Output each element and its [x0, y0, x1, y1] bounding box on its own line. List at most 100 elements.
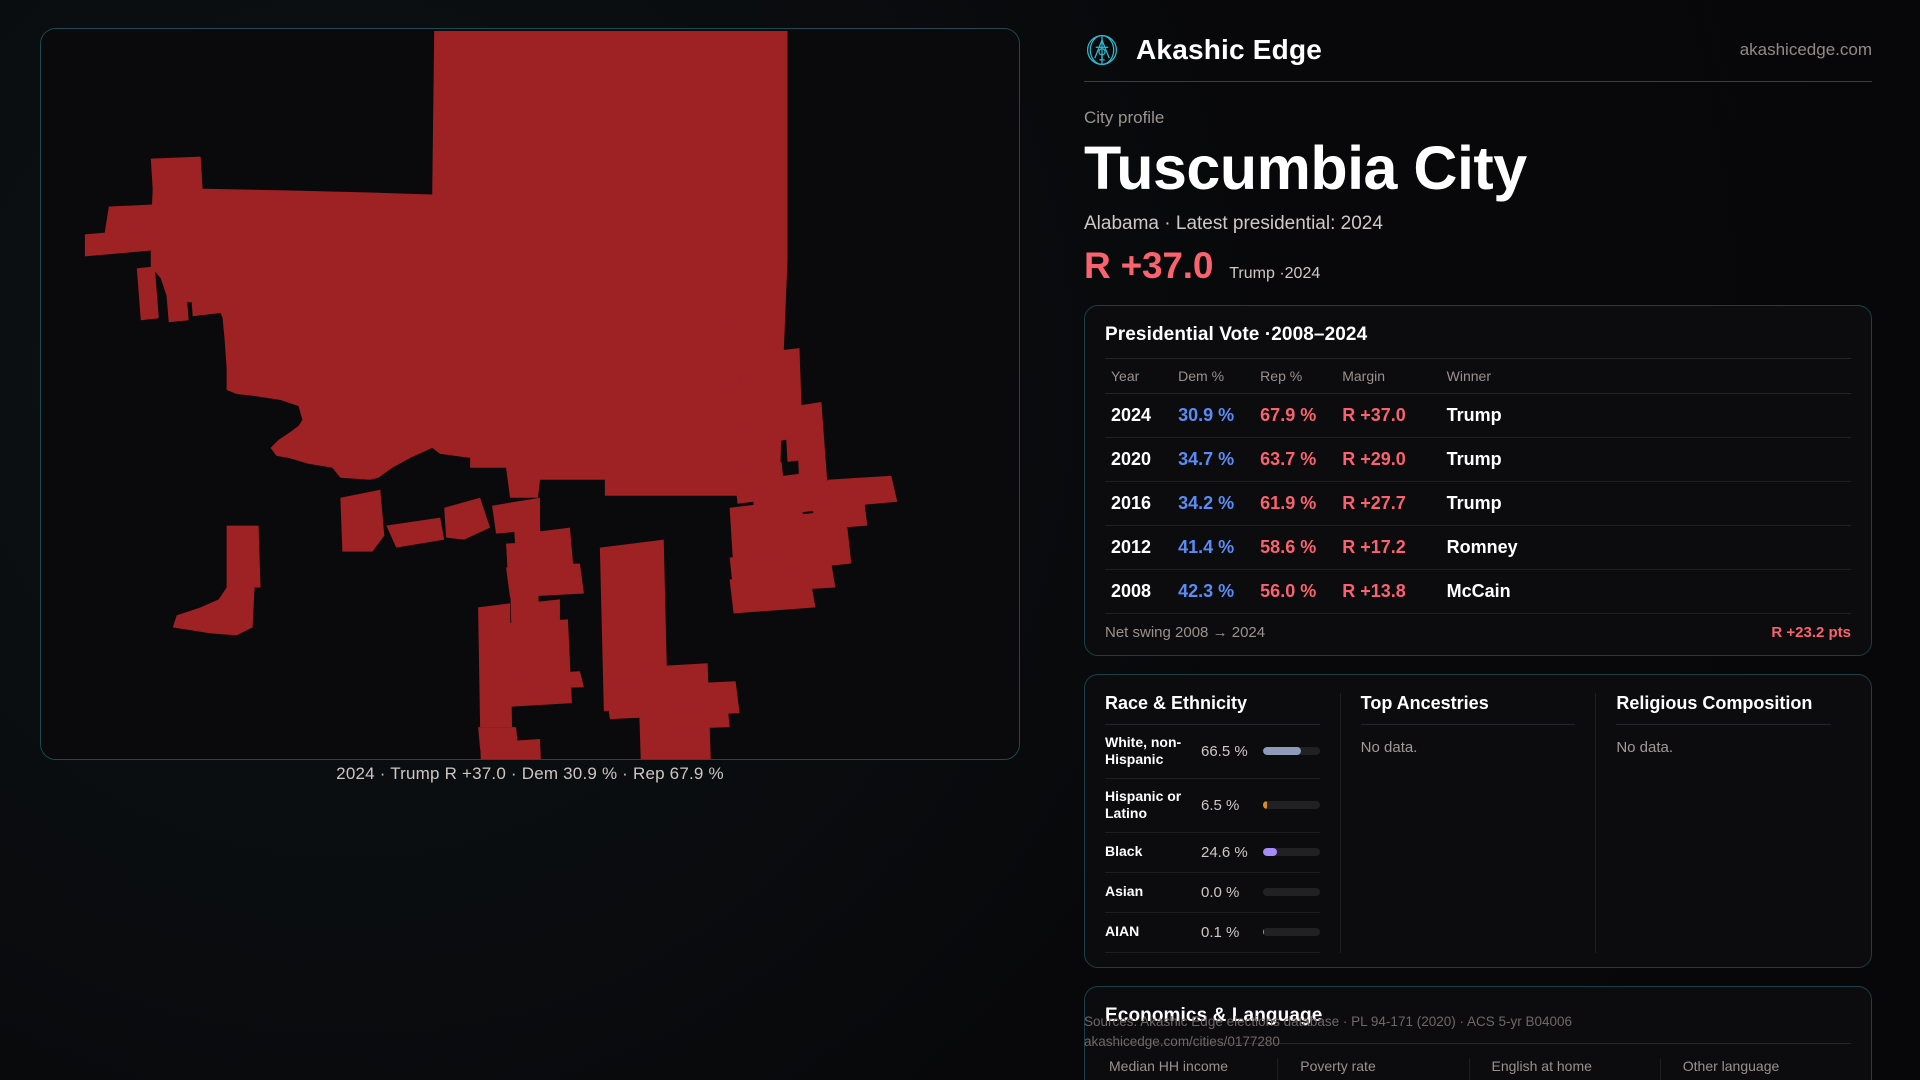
col-header-winner: Winner	[1440, 357, 1851, 394]
race-row: Black 24.6 %	[1105, 833, 1320, 873]
margin-value: R +37.0	[1084, 244, 1214, 286]
race-row: AIAN 0.1 %	[1105, 913, 1320, 953]
race-percent: 6.5 %	[1201, 796, 1240, 814]
margin-note: Trump ·2024	[1229, 264, 1321, 282]
akashic-emblem-icon[interactable]	[1084, 32, 1120, 68]
net-swing-label: Net swing 2008 → 2024	[1105, 623, 1266, 641]
cell-year: 2008	[1105, 569, 1173, 614]
table-row[interactable]: 2020 34.7 % 63.7 % R +29.0 Trump	[1105, 437, 1851, 482]
page-title: Tuscumbia City	[1084, 134, 1527, 202]
city-map-panel[interactable]	[40, 28, 1020, 760]
race-label: AIAN	[1105, 923, 1140, 940]
sources-footer: Sources: Akashic Edge elections database…	[1084, 1012, 1572, 1053]
city-boundary-map[interactable]	[41, 29, 1019, 759]
economics-grid: Median HH income $59,143 Poverty rate 18…	[1105, 1042, 1851, 1080]
cell-rep: 61.9 %	[1254, 481, 1337, 526]
econ-cell-english-at-home: English at home 96.0 %	[1468, 1057, 1660, 1080]
race-bar-fill	[1263, 801, 1267, 810]
table-row[interactable]: 2024 30.9 % 67.9 % R +37.0 Trump	[1105, 393, 1851, 438]
cell-rep: 63.7 %	[1254, 437, 1337, 482]
race-bar-track	[1263, 928, 1320, 937]
permalink-line[interactable]: akashicedge.com/cities/0177280	[1084, 1033, 1280, 1049]
detail-panel: Akashic Edge akashicedge.com City profil…	[1040, 0, 1920, 1080]
brand-url[interactable]: akashicedge.com	[1739, 39, 1872, 59]
race-bar-track	[1263, 888, 1320, 897]
table-row[interactable]: 2012 41.4 % 58.6 % R +17.2 Romney	[1105, 525, 1851, 570]
cell-dem: 41.4 %	[1172, 525, 1255, 570]
race-ethnicity-column: Race & Ethnicity White, non-Hispanic 66.…	[1105, 693, 1340, 953]
map-caption: 2024 · Trump R +37.0 · Dem 30.9 % · Rep …	[336, 764, 724, 783]
map-column: 2024 · Trump R +37.0 · Dem 30.9 % · Rep …	[40, 28, 1020, 783]
economics-title: Economics & Language	[1105, 1004, 1323, 1026]
econ-cell-other-language: Other language 4.0 %	[1659, 1057, 1851, 1080]
race-label: Black	[1105, 843, 1143, 860]
race-bar-track	[1263, 848, 1320, 857]
race-percent: 66.5 %	[1201, 742, 1248, 760]
race-label: Asian	[1105, 883, 1144, 900]
race-label: Hispanic or Latino	[1105, 787, 1182, 822]
econ-label: Other language	[1682, 1057, 1780, 1074]
col-header-margin: Margin	[1336, 357, 1441, 394]
cell-year: 2012	[1105, 525, 1173, 570]
table-row[interactable]: 2016 34.2 % 61.9 % R +27.7 Trump	[1105, 481, 1851, 526]
cell-year: 2024	[1105, 393, 1173, 438]
religious-composition-column: Religious Composition No data.	[1595, 692, 1851, 953]
cell-winner: Romney	[1440, 525, 1851, 570]
page-subtitle: Alabama · Latest presidential: 2024	[1084, 212, 1383, 234]
cell-year: 2016	[1105, 481, 1173, 526]
brand-bar: Akashic Edge akashicedge.com	[1084, 24, 1872, 82]
table-row[interactable]: 2008 42.3 % 56.0 % R +13.8 McCain	[1105, 569, 1851, 614]
cell-dem: 42.3 %	[1172, 569, 1255, 614]
cell-winner: Trump	[1440, 481, 1851, 526]
econ-cell-poverty-rate: Poverty rate 18.6 %	[1277, 1057, 1468, 1080]
race-bar-fill	[1263, 928, 1264, 937]
cell-winner: McCain	[1440, 569, 1851, 614]
religious-composition-empty: No data.	[1616, 738, 1674, 756]
demographics-card: Race & Ethnicity White, non-Hispanic 66.…	[1084, 673, 1872, 968]
cell-margin: R +17.2	[1336, 525, 1441, 570]
cell-dem: 30.9 %	[1172, 393, 1255, 438]
table-header-row: Year Dem % Rep % Margin Winner	[1105, 357, 1851, 394]
vote-card-title: Presidential Vote ·2008–2024	[1105, 323, 1368, 345]
race-percent: 24.6 %	[1201, 843, 1248, 861]
race-row: White, non-Hispanic 66.5 %	[1105, 725, 1320, 779]
cell-winner: Trump	[1440, 437, 1851, 482]
race-bar-fill	[1263, 848, 1277, 857]
net-swing-value: R +23.2 pts	[1771, 623, 1851, 641]
top-ancestries-title: Top Ancestries	[1360, 693, 1576, 725]
race-label: White, non-Hispanic	[1105, 733, 1182, 768]
race-ethnicity-title: Race & Ethnicity	[1105, 693, 1320, 725]
cell-rep: 67.9 %	[1254, 393, 1337, 438]
top-ancestries-column: Top Ancestries No data.	[1339, 692, 1596, 953]
race-bar-fill	[1263, 747, 1301, 756]
cell-rep: 58.6 %	[1254, 525, 1337, 570]
race-percent: 0.1 %	[1201, 923, 1240, 941]
net-swing-row: Net swing 2008 → 2024 R +23.2 pts	[1105, 624, 1851, 641]
sources-line: Sources: Akashic Edge elections database…	[1084, 1013, 1573, 1029]
headline-margin: R +37.0 Trump ·2024	[1084, 245, 1872, 287]
econ-label: Median HH income	[1109, 1057, 1229, 1074]
col-header-year: Year	[1105, 357, 1173, 394]
cell-dem: 34.7 %	[1172, 437, 1255, 482]
religious-composition-title: Religious Composition	[1616, 693, 1832, 725]
presidential-vote-table: Year Dem % Rep % Margin Winner 2024 30.9…	[1105, 357, 1851, 614]
race-row: Asian 0.0 %	[1105, 873, 1320, 913]
col-header-dem: Dem %	[1172, 357, 1255, 394]
top-ancestries-empty: No data.	[1360, 738, 1418, 756]
cell-rep: 56.0 %	[1254, 569, 1337, 614]
economics-language-card: Economics & Language Median HH income $5…	[1084, 985, 1872, 1080]
cell-year: 2020	[1105, 437, 1173, 482]
econ-label: English at home	[1491, 1057, 1592, 1074]
demographics-grid: Race & Ethnicity White, non-Hispanic 66.…	[1105, 692, 1851, 953]
cell-dem: 34.2 %	[1172, 481, 1255, 526]
brand-name: Akashic Edge	[1136, 33, 1323, 65]
race-row: Hispanic or Latino 6.5 %	[1105, 779, 1320, 833]
cell-winner: Trump	[1440, 393, 1851, 438]
race-bar-track	[1263, 801, 1320, 810]
race-percent: 0.0 %	[1201, 883, 1240, 901]
cell-margin: R +13.8	[1336, 569, 1441, 614]
race-bar-track	[1263, 747, 1320, 756]
cell-margin: R +27.7	[1336, 481, 1441, 526]
col-header-rep: Rep %	[1254, 357, 1337, 394]
